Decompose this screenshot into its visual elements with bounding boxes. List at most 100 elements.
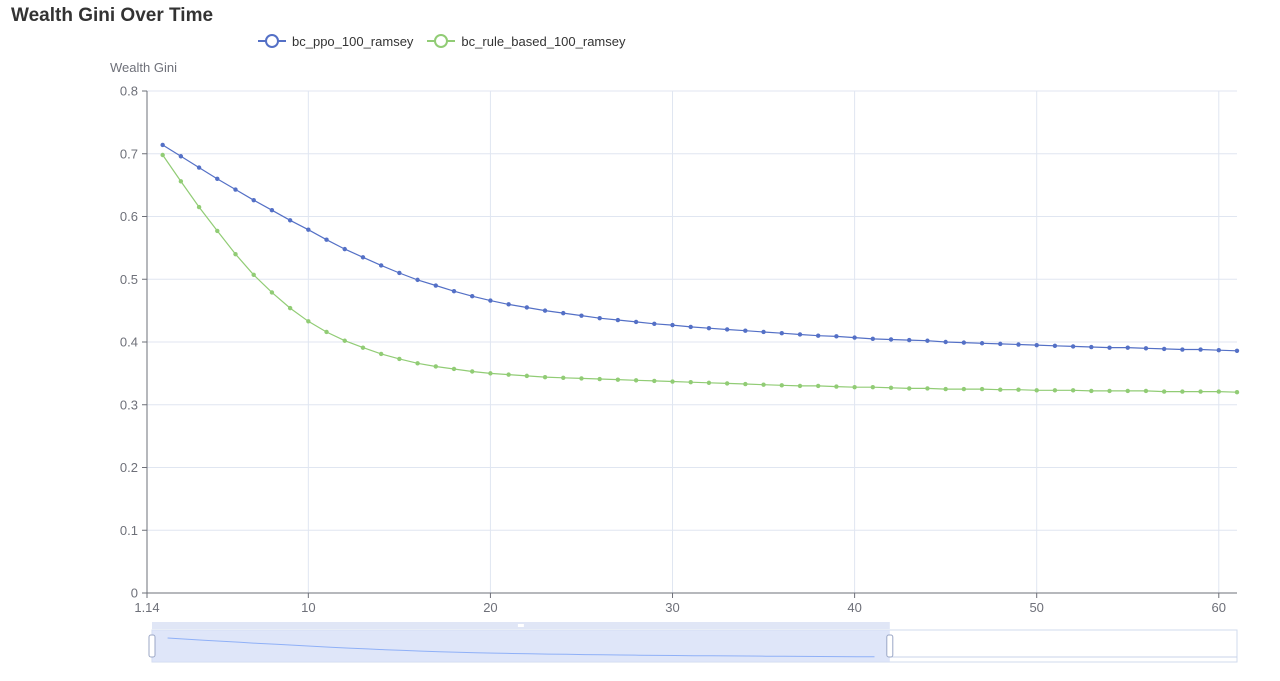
data-point-series-1[interactable] <box>670 379 675 384</box>
data-point-series-1[interactable] <box>724 381 730 386</box>
data-point-series-1[interactable] <box>342 338 347 343</box>
data-point-series-0[interactable] <box>233 187 238 192</box>
data-point-series-0[interactable] <box>488 298 493 303</box>
data-point-series-1[interactable] <box>1034 388 1039 393</box>
data-point-series-0[interactable] <box>907 337 912 343</box>
data-point-series-1[interactable] <box>488 371 493 376</box>
data-point-series-1[interactable] <box>961 386 967 392</box>
data-point-series-0[interactable] <box>269 208 275 213</box>
zoom-start-handle[interactable] <box>148 634 156 658</box>
data-point-series-1[interactable] <box>233 251 238 257</box>
data-point-series-0[interactable] <box>615 317 621 323</box>
data-point-series-0[interactable] <box>1089 344 1094 350</box>
data-point-series-0[interactable] <box>215 176 220 182</box>
data-point-series-1[interactable] <box>797 383 803 389</box>
data-point-series-1[interactable] <box>451 366 457 372</box>
data-point-series-0[interactable] <box>1016 342 1021 347</box>
data-point-series-1[interactable] <box>779 383 784 388</box>
data-point-series-0[interactable] <box>506 302 511 307</box>
data-point-series-1[interactable] <box>1125 388 1130 394</box>
data-point-series-1[interactable] <box>415 361 420 366</box>
data-point-series-0[interactable] <box>397 270 402 276</box>
data-point-series-1[interactable] <box>998 387 1003 392</box>
data-point-series-0[interactable] <box>743 328 748 333</box>
data-point-series-0[interactable] <box>852 335 857 340</box>
data-point-series-0[interactable] <box>688 324 693 330</box>
data-point-series-0[interactable] <box>797 332 803 337</box>
data-point-series-1[interactable] <box>506 372 511 377</box>
data-point-series-0[interactable] <box>524 305 530 310</box>
data-point-series-0[interactable] <box>433 283 438 288</box>
data-point-series-1[interactable] <box>324 329 329 335</box>
data-point-series-1[interactable] <box>1070 388 1076 393</box>
data-point-series-1[interactable] <box>579 376 584 381</box>
data-point-series-0[interactable] <box>579 313 584 318</box>
data-point-series-0[interactable] <box>925 338 930 343</box>
data-point-series-1[interactable] <box>196 204 202 210</box>
legend-item-series-1[interactable]: bc_rule_based_100_ramsey <box>427 33 625 49</box>
data-point-series-0[interactable] <box>1052 343 1058 348</box>
data-point-series-1[interactable] <box>743 381 748 387</box>
data-point-series-1[interactable] <box>888 385 894 391</box>
data-point-series-0[interactable] <box>1143 346 1149 351</box>
data-point-series-0[interactable] <box>761 329 766 335</box>
data-point-series-1[interactable] <box>306 319 311 324</box>
data-point-series-0[interactable] <box>888 337 894 342</box>
data-point-series-1[interactable] <box>1161 389 1167 394</box>
data-point-series-0[interactable] <box>561 310 566 316</box>
data-point-series-0[interactable] <box>1161 346 1167 352</box>
data-point-series-1[interactable] <box>943 386 948 392</box>
data-point-series-0[interactable] <box>470 293 475 299</box>
data-point-series-0[interactable] <box>1216 347 1221 353</box>
legend-item-series-0[interactable]: bc_ppo_100_ramsey <box>258 33 413 49</box>
data-point-series-1[interactable] <box>852 384 857 390</box>
data-point-series-0[interactable] <box>1107 345 1112 350</box>
data-point-series-0[interactable] <box>415 277 420 283</box>
data-point-series-0[interactable] <box>196 165 202 170</box>
data-point-series-1[interactable] <box>433 364 438 369</box>
data-point-series-1[interactable] <box>1107 388 1112 394</box>
data-point-series-0[interactable] <box>834 334 839 339</box>
data-point-series-1[interactable] <box>979 386 985 392</box>
data-point-series-1[interactable] <box>269 290 275 295</box>
data-point-series-0[interactable] <box>998 341 1003 347</box>
data-point-series-1[interactable] <box>470 369 475 374</box>
data-point-series-1[interactable] <box>1216 389 1221 394</box>
data-point-series-1[interactable] <box>633 378 639 383</box>
data-point-series-0[interactable] <box>451 288 457 294</box>
zoom-end-handle[interactable] <box>886 634 894 658</box>
data-point-series-1[interactable] <box>251 272 256 278</box>
data-point-series-0[interactable] <box>306 227 311 232</box>
data-point-series-1[interactable] <box>615 377 621 382</box>
data-point-series-1[interactable] <box>1234 390 1240 395</box>
data-point-series-0[interactable] <box>287 218 293 223</box>
data-point-series-0[interactable] <box>160 142 165 148</box>
data-point-series-1[interactable] <box>652 378 657 384</box>
data-point-series-1[interactable] <box>1198 389 1203 394</box>
data-point-series-0[interactable] <box>1125 345 1130 350</box>
data-point-series-1[interactable] <box>160 152 165 158</box>
data-point-series-1[interactable] <box>178 179 184 184</box>
data-point-series-1[interactable] <box>378 351 384 357</box>
data-point-series-0[interactable] <box>251 197 256 203</box>
data-point-series-0[interactable] <box>1180 347 1185 352</box>
data-point-series-1[interactable] <box>706 380 712 385</box>
data-point-series-0[interactable] <box>706 325 712 331</box>
data-point-series-1[interactable] <box>360 345 366 350</box>
data-point-series-1[interactable] <box>397 356 402 362</box>
data-point-series-0[interactable] <box>961 340 967 345</box>
data-point-series-1[interactable] <box>1180 389 1185 394</box>
data-point-series-0[interactable] <box>360 255 366 260</box>
data-point-series-0[interactable] <box>1198 347 1203 352</box>
data-point-series-1[interactable] <box>761 382 766 387</box>
zoom-selected-range[interactable] <box>152 630 890 662</box>
data-point-series-0[interactable] <box>670 322 675 328</box>
data-point-series-1[interactable] <box>1016 387 1021 392</box>
data-point-series-0[interactable] <box>178 154 184 159</box>
data-point-series-0[interactable] <box>870 336 876 342</box>
data-point-series-0[interactable] <box>779 331 784 336</box>
data-point-series-0[interactable] <box>724 327 730 332</box>
data-point-series-1[interactable] <box>597 376 602 382</box>
data-point-series-0[interactable] <box>943 339 948 345</box>
data-point-series-0[interactable] <box>378 263 384 268</box>
